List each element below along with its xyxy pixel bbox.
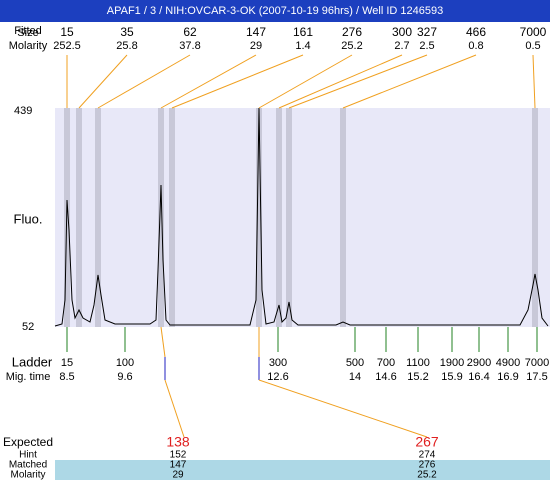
matched-label: Matched xyxy=(9,460,47,471)
peak-molarity: 25.8 xyxy=(116,40,137,52)
peak-band xyxy=(95,108,101,327)
peak-connector xyxy=(258,54,353,109)
title-bar xyxy=(0,0,550,22)
molarity-label: Molarity xyxy=(10,470,45,480)
connector xyxy=(258,379,428,438)
ladder-time: 14 xyxy=(349,371,361,383)
peak-size: 35 xyxy=(120,25,134,39)
peak-connector xyxy=(171,54,304,109)
ladder-time: 16.9 xyxy=(497,371,518,383)
peak-size: 327 xyxy=(417,25,437,39)
ladder-time: 17.5 xyxy=(526,371,547,383)
peak-molarity: 0.5 xyxy=(525,40,540,52)
ladder-time: 16.4 xyxy=(468,371,489,383)
y-axis-label: Fluo. xyxy=(14,211,43,226)
peak-band xyxy=(158,108,164,327)
hint-size: 152 xyxy=(170,450,187,461)
peak-band xyxy=(169,108,175,327)
ladder-time: 14.6 xyxy=(375,371,396,383)
peak-size: 7000 xyxy=(520,25,547,39)
peak-size: 161 xyxy=(293,25,313,39)
peak-molarity: 1.4 xyxy=(295,40,310,52)
peak-connector xyxy=(278,54,403,109)
expected-size: 267 xyxy=(415,434,439,450)
peak-connector xyxy=(97,54,191,109)
y-min-label: 52 xyxy=(22,321,34,333)
ladder-label: Ladder xyxy=(12,354,53,369)
ladder-size: 500 xyxy=(346,357,364,369)
ladder-size: 1100 xyxy=(406,357,430,369)
peak-connector xyxy=(342,54,477,109)
peak-band xyxy=(256,108,262,327)
matched-molarity: 25.2 xyxy=(417,470,437,480)
ladder-time: 15.2 xyxy=(407,371,428,383)
peak-molarity: 29 xyxy=(250,40,262,52)
title: APAF1 / 3 / NIH:OVCAR-3-OK (2007-10-19 9… xyxy=(107,5,443,17)
peak-size: 300 xyxy=(392,25,412,39)
peak-connector xyxy=(160,54,257,109)
peak-molarity: 2.5 xyxy=(419,40,434,52)
ladder-time: 9.6 xyxy=(117,371,132,383)
plot-area xyxy=(55,108,550,327)
ladder-time: 12.6 xyxy=(267,371,288,383)
trace xyxy=(54,107,549,327)
hint-label: Hint xyxy=(19,450,37,461)
connector xyxy=(160,326,166,358)
matched-size: 147 xyxy=(170,460,187,471)
peak-molarity: 37.8 xyxy=(179,40,200,52)
peak-molarity: 25.2 xyxy=(341,40,362,52)
ladder-time: 15.9 xyxy=(441,371,462,383)
peak-size: 147 xyxy=(246,25,266,39)
ladder-size: 1900 xyxy=(440,357,464,369)
matched-row-bg xyxy=(55,460,550,480)
peak-size: 466 xyxy=(466,25,486,39)
ladder-size: 2900 xyxy=(467,357,491,369)
peak-connector xyxy=(288,54,428,109)
ladder-size: 4900 xyxy=(496,357,520,369)
y-max-label: 439 xyxy=(14,105,32,117)
peak-band xyxy=(532,108,538,327)
ladder-size: 15 xyxy=(61,357,73,369)
peak-size: 62 xyxy=(183,25,197,39)
peak-molarity: 252.5 xyxy=(53,40,81,52)
peak-size: 15 xyxy=(60,25,74,39)
peak-molarity: 0.8 xyxy=(468,40,483,52)
expected-size: 138 xyxy=(166,434,190,450)
hint-size: 274 xyxy=(419,450,436,461)
peak-molarity: 2.7 xyxy=(394,40,409,52)
peak-size: 276 xyxy=(342,25,362,39)
peak-connector xyxy=(78,54,128,109)
ladder-size: 100 xyxy=(116,357,134,369)
peak-band xyxy=(340,108,346,327)
peak-band xyxy=(76,108,82,327)
ladder-time: 8.5 xyxy=(59,371,74,383)
peak-band xyxy=(276,108,282,327)
size-label: Size xyxy=(17,27,38,39)
expected-label: Expected xyxy=(3,435,53,449)
matched-size: 276 xyxy=(419,460,436,471)
molarity-label: Molarity xyxy=(9,40,48,52)
ladder-size: 700 xyxy=(377,357,395,369)
mig-time-label: Mig. time xyxy=(6,371,51,383)
ladder-size: 300 xyxy=(269,357,287,369)
peak-connector xyxy=(532,54,536,109)
ladder-size: 7000 xyxy=(525,357,549,369)
fitted-label: Fitted xyxy=(14,25,42,37)
peak-band xyxy=(286,108,292,327)
connector xyxy=(164,379,185,438)
matched-molarity: 29 xyxy=(172,470,184,480)
